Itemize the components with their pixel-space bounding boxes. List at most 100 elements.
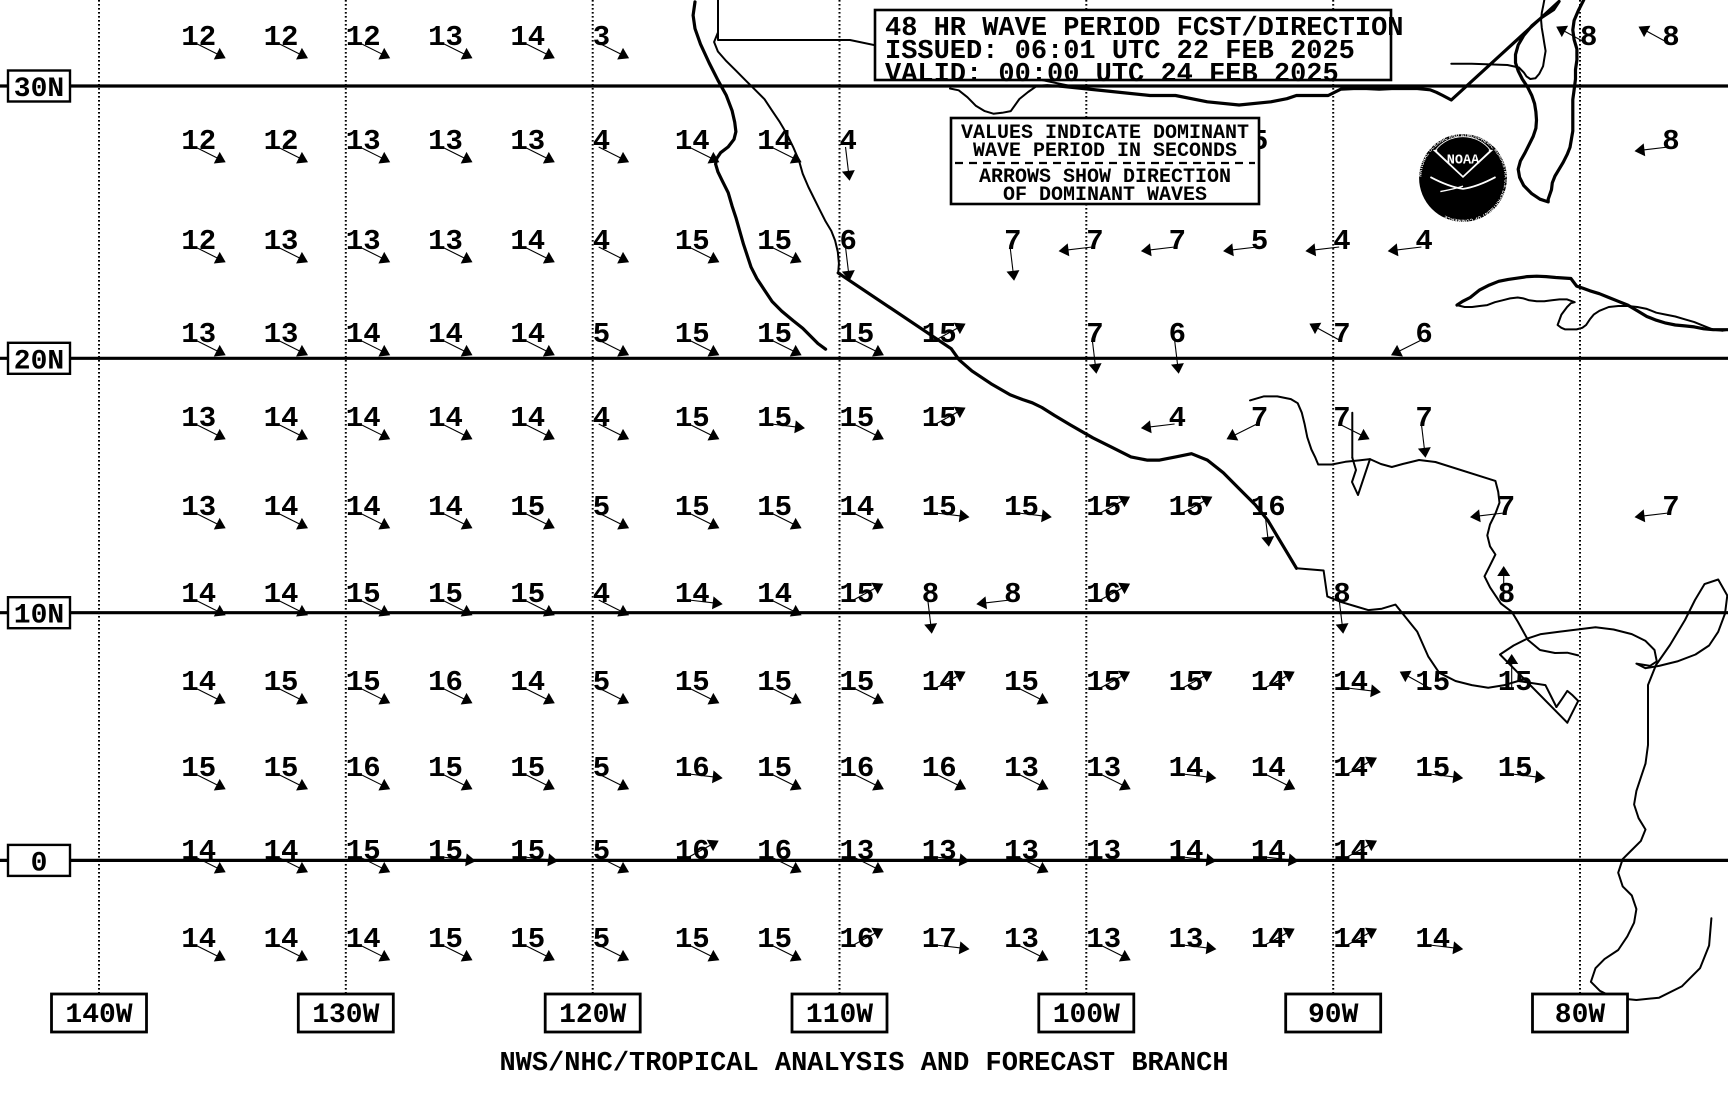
svg-text:14: 14 [181, 666, 216, 699]
svg-text:7: 7 [1415, 402, 1432, 435]
svg-text:17: 17 [922, 923, 957, 956]
svg-text:8: 8 [1662, 125, 1679, 158]
svg-text:15: 15 [428, 835, 463, 868]
svg-text:8: 8 [1498, 578, 1515, 611]
svg-text:14: 14 [428, 491, 463, 524]
svg-text:WAVE PERIOD IN SECONDS: WAVE PERIOD IN SECONDS [973, 140, 1237, 163]
svg-text:5: 5 [593, 835, 610, 868]
svg-text:8: 8 [1580, 21, 1597, 54]
svg-text:14: 14 [1333, 923, 1368, 956]
svg-text:13: 13 [264, 225, 299, 258]
svg-text:14: 14 [1333, 752, 1368, 785]
svg-text:15: 15 [757, 491, 792, 524]
svg-text:14: 14 [1251, 923, 1286, 956]
svg-text:15: 15 [1498, 752, 1533, 785]
svg-text:4: 4 [593, 402, 610, 435]
svg-text:7: 7 [1086, 318, 1103, 351]
svg-text:14: 14 [264, 578, 299, 611]
svg-text:5: 5 [1251, 225, 1268, 258]
svg-text:15: 15 [675, 666, 710, 699]
svg-text:14: 14 [346, 923, 381, 956]
svg-text:14: 14 [1169, 835, 1204, 868]
svg-text:15: 15 [675, 318, 710, 351]
svg-text:15: 15 [510, 923, 545, 956]
svg-text:16: 16 [675, 752, 710, 785]
svg-text:16: 16 [346, 752, 381, 785]
svg-text:15: 15 [757, 666, 792, 699]
svg-text:7: 7 [1004, 225, 1021, 258]
svg-text:VALID: 00:00 UTC 24 FEB 2025: VALID: 00:00 UTC 24 FEB 2025 [885, 60, 1339, 90]
svg-text:4: 4 [1415, 225, 1432, 258]
svg-text:15: 15 [675, 491, 710, 524]
svg-text:16: 16 [757, 835, 792, 868]
svg-text:0: 0 [31, 848, 48, 879]
svg-text:14: 14 [510, 402, 545, 435]
svg-text:13: 13 [1004, 835, 1039, 868]
svg-text:4: 4 [593, 125, 610, 158]
svg-text:13: 13 [1086, 835, 1121, 868]
svg-text:14: 14 [510, 318, 545, 351]
svg-text:NOAA: NOAA [1447, 154, 1480, 169]
svg-text:130W: 130W [312, 1000, 379, 1031]
svg-text:15: 15 [264, 752, 299, 785]
svg-text:15: 15 [428, 752, 463, 785]
svg-text:15: 15 [757, 402, 792, 435]
svg-text:15: 15 [1086, 491, 1121, 524]
svg-text:12: 12 [264, 125, 299, 158]
svg-text:7: 7 [1169, 225, 1186, 258]
svg-text:15: 15 [1169, 666, 1204, 699]
svg-text:16: 16 [1251, 491, 1286, 524]
svg-text:15: 15 [428, 923, 463, 956]
svg-text:14: 14 [264, 835, 299, 868]
svg-text:13: 13 [1169, 923, 1204, 956]
svg-text:12: 12 [181, 225, 216, 258]
svg-text:15: 15 [510, 752, 545, 785]
svg-text:14: 14 [1415, 923, 1450, 956]
svg-text:13: 13 [428, 125, 463, 158]
svg-text:14: 14 [264, 402, 299, 435]
svg-text:8: 8 [1333, 578, 1350, 611]
svg-text:14: 14 [346, 402, 381, 435]
svg-text:7: 7 [1333, 402, 1350, 435]
svg-text:5: 5 [593, 666, 610, 699]
svg-text:8: 8 [1004, 578, 1021, 611]
svg-text:30N: 30N [14, 74, 64, 105]
svg-text:14: 14 [840, 491, 875, 524]
svg-text:13: 13 [181, 402, 216, 435]
svg-text:6: 6 [1415, 318, 1432, 351]
svg-text:15: 15 [1086, 666, 1121, 699]
svg-text:110W: 110W [806, 1000, 873, 1031]
svg-text:14: 14 [181, 835, 216, 868]
svg-text:15: 15 [840, 578, 875, 611]
svg-text:14: 14 [181, 923, 216, 956]
svg-text:13: 13 [1086, 752, 1121, 785]
svg-text:14: 14 [757, 125, 792, 158]
svg-text:15: 15 [757, 752, 792, 785]
svg-text:14: 14 [510, 666, 545, 699]
svg-text:140W: 140W [65, 1000, 132, 1031]
svg-text:14: 14 [264, 491, 299, 524]
svg-text:4: 4 [1169, 402, 1186, 435]
svg-text:15: 15 [510, 578, 545, 611]
svg-text:16: 16 [840, 752, 875, 785]
svg-text:7: 7 [1662, 491, 1679, 524]
svg-text:15: 15 [757, 318, 792, 351]
svg-text:15: 15 [840, 402, 875, 435]
svg-text:13: 13 [181, 491, 216, 524]
svg-text:14: 14 [675, 578, 710, 611]
svg-text:14: 14 [1251, 835, 1286, 868]
svg-text:13: 13 [922, 835, 957, 868]
svg-text:15: 15 [510, 835, 545, 868]
svg-text:15: 15 [181, 752, 216, 785]
svg-text:90W: 90W [1308, 1000, 1359, 1031]
svg-text:5: 5 [593, 923, 610, 956]
svg-text:13: 13 [181, 318, 216, 351]
svg-text:15: 15 [510, 491, 545, 524]
svg-text:13: 13 [1004, 923, 1039, 956]
svg-text:80W: 80W [1555, 1000, 1606, 1031]
svg-text:5: 5 [593, 491, 610, 524]
svg-text:16: 16 [675, 835, 710, 868]
svg-text:4: 4 [1333, 225, 1350, 258]
svg-text:15: 15 [346, 835, 381, 868]
svg-text:14: 14 [181, 578, 216, 611]
